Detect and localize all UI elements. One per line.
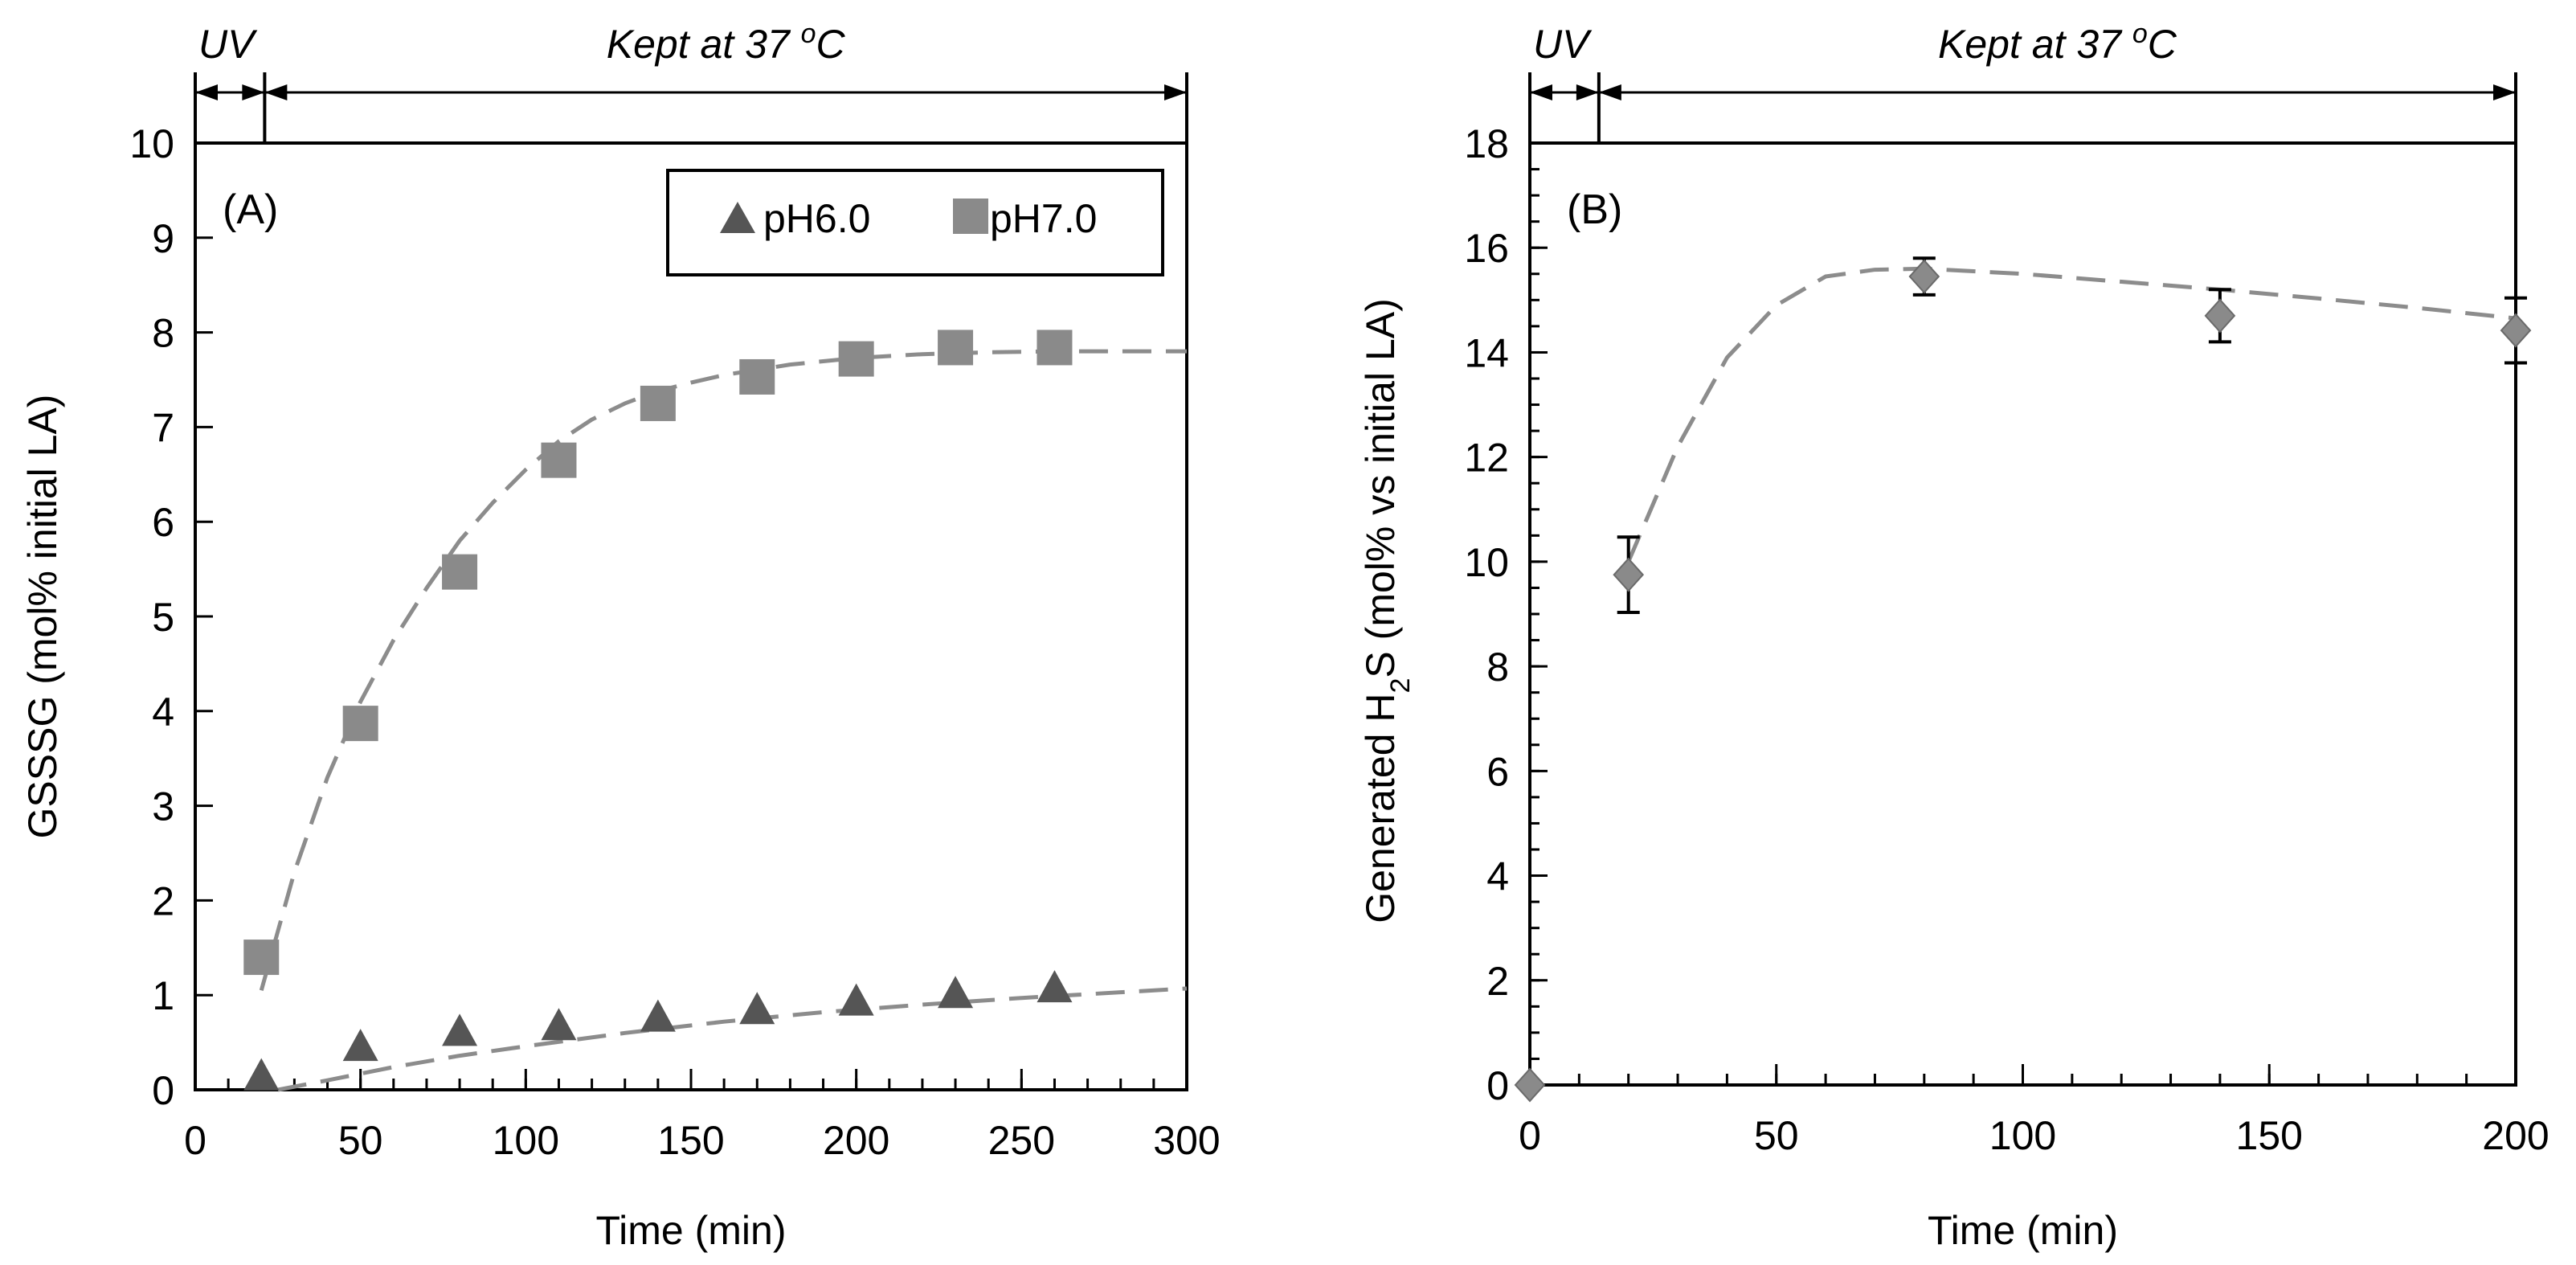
uv-arrow-head-right	[1576, 84, 1599, 100]
y-tick-label: 3	[152, 784, 174, 829]
y-tick-label: 8	[152, 311, 174, 356]
x-tick-label: 150	[2236, 1113, 2303, 1158]
data-point-ph6	[938, 976, 974, 1009]
data-point-ph7	[442, 554, 478, 590]
legend-marker-square	[953, 199, 988, 234]
x-tick-label: 200	[2482, 1113, 2549, 1158]
y-tick-label: 6	[1486, 749, 1509, 794]
x-tick-label: 100	[493, 1118, 559, 1163]
y-tick-label: 7	[152, 405, 174, 450]
data-point-h2s	[2204, 298, 2236, 334]
data-point-ph6	[243, 1058, 280, 1091]
data-point-ph6	[739, 992, 775, 1025]
x-tick-label: 150	[657, 1118, 724, 1163]
x-tick-label: 300	[1153, 1118, 1220, 1163]
legend-marker-triangle	[720, 202, 755, 233]
x-tick-label: 200	[823, 1118, 889, 1163]
x-axis-label: Time (min)	[1928, 1208, 2118, 1253]
data-point-h2s	[1613, 557, 1645, 592]
kept-arrow-head-right	[1164, 84, 1187, 100]
y-tick-label: 1	[152, 973, 174, 1018]
phase-kept-unit: C	[2148, 22, 2177, 67]
y-axis-label: Generated H2S (mol% vs initial LA)	[1358, 298, 1416, 923]
y-tick-label: 4	[1486, 854, 1509, 899]
uv-arrow-head-left	[195, 84, 218, 100]
legend-label-ph6: pH6.0	[763, 196, 870, 241]
phase-kept-label: Kept at 37 oC	[607, 18, 846, 67]
kept-arrow-head-right	[2493, 84, 2516, 100]
legend: pH6.0 pH7.0	[666, 169, 1164, 276]
data-point-h2s	[2500, 313, 2532, 348]
fit-line-ph60	[277, 986, 1188, 1092]
uv-arrow-head-left	[1530, 84, 1552, 100]
data-point-ph6	[838, 983, 874, 1016]
y-tick-label: 4	[152, 690, 174, 735]
x-axis-label: Time (min)	[595, 1208, 786, 1253]
plot-frame	[194, 141, 1188, 1091]
chart-panel-a: 0 50 100 150 200 250 300 0 1 2 3 4 5 6 7 8 9 10 Time (min)…	[20, 18, 1221, 1253]
phase-kept-text: Kept at 37	[607, 22, 801, 67]
y-tick-label: 5	[152, 595, 174, 640]
legend-label-ph7: pH7.0	[990, 196, 1097, 241]
y-axis-label: GSSSG (mol% initial LA)	[20, 395, 65, 839]
y-axis-label-part: S (mol% vs initial LA)	[1358, 298, 1403, 678]
y-tick-label: 10	[1464, 540, 1509, 585]
panel-label: (B)	[1567, 186, 1622, 233]
data-point-ph7	[243, 940, 280, 976]
phase-kept-unit: C	[816, 22, 846, 67]
plot-frame	[1528, 141, 2517, 1087]
x-tick-label: 250	[988, 1118, 1055, 1163]
phase-uv-label: UV	[198, 22, 258, 67]
data-point-ph6	[1037, 970, 1073, 1003]
y-tick-label: 9	[152, 216, 174, 261]
y-axis-label-part: Generated H	[1358, 693, 1403, 923]
data-point-ph6	[640, 999, 676, 1032]
data-point-h2s	[1514, 1067, 1546, 1103]
fit-line-h2s	[1626, 266, 2517, 563]
x-tick-label: 50	[338, 1118, 383, 1163]
x-tick-label: 0	[184, 1118, 206, 1163]
data-point-ph7	[342, 706, 378, 742]
y-tick-label: 8	[1486, 645, 1509, 690]
y-tick-label: 2	[152, 878, 174, 923]
data-point-ph7	[640, 385, 676, 421]
kept-arrow-head-left	[264, 84, 288, 100]
phase-kept-superscript: o	[2132, 18, 2148, 49]
data-point-ph6	[342, 1029, 378, 1062]
chart-panel-b: 0 50 100 150 200 0 2 4 6 8 10 12 14 16 18 Time (min) Gen…	[1358, 18, 2549, 1253]
y-tick-label: 0	[152, 1068, 174, 1113]
x-tick-label: 50	[1754, 1113, 1799, 1158]
y-axis-label-subscript: 2	[1385, 678, 1416, 694]
x-tick-label: 0	[1519, 1113, 1541, 1158]
phase-kept-superscript: o	[801, 18, 816, 49]
y-tick-label: 18	[1464, 121, 1509, 166]
data-point-ph7	[541, 442, 577, 478]
phase-uv-label: UV	[1533, 22, 1593, 67]
data-point-h2s	[1908, 259, 1940, 294]
data-point-ph6	[541, 1008, 577, 1041]
fit-line-ph70	[259, 349, 1187, 991]
y-tick-label: 2	[1486, 959, 1509, 1004]
y-tick-label: 0	[1486, 1063, 1509, 1108]
phase-kept-text: Kept at 37	[1938, 22, 2132, 67]
data-point-ph7	[1037, 330, 1073, 366]
y-tick-label: 14	[1464, 330, 1509, 375]
x-tick-label: 100	[1989, 1113, 2056, 1158]
kept-arrow-head-left	[1598, 84, 1621, 100]
data-point-ph7	[838, 341, 874, 377]
y-tick-label: 6	[152, 500, 174, 545]
y-tick-label: 10	[129, 121, 174, 166]
data-point-ph6	[442, 1013, 478, 1046]
legend-box	[666, 169, 1164, 276]
y-tick-label: 16	[1464, 226, 1509, 271]
y-tick-label: 12	[1464, 436, 1509, 481]
uv-arrow-head-right	[242, 84, 265, 100]
data-point-ph7	[739, 358, 775, 395]
phase-kept-label: Kept at 37 oC	[1938, 18, 2177, 67]
panel-label: (A)	[223, 186, 278, 233]
data-point-ph7	[938, 330, 974, 366]
